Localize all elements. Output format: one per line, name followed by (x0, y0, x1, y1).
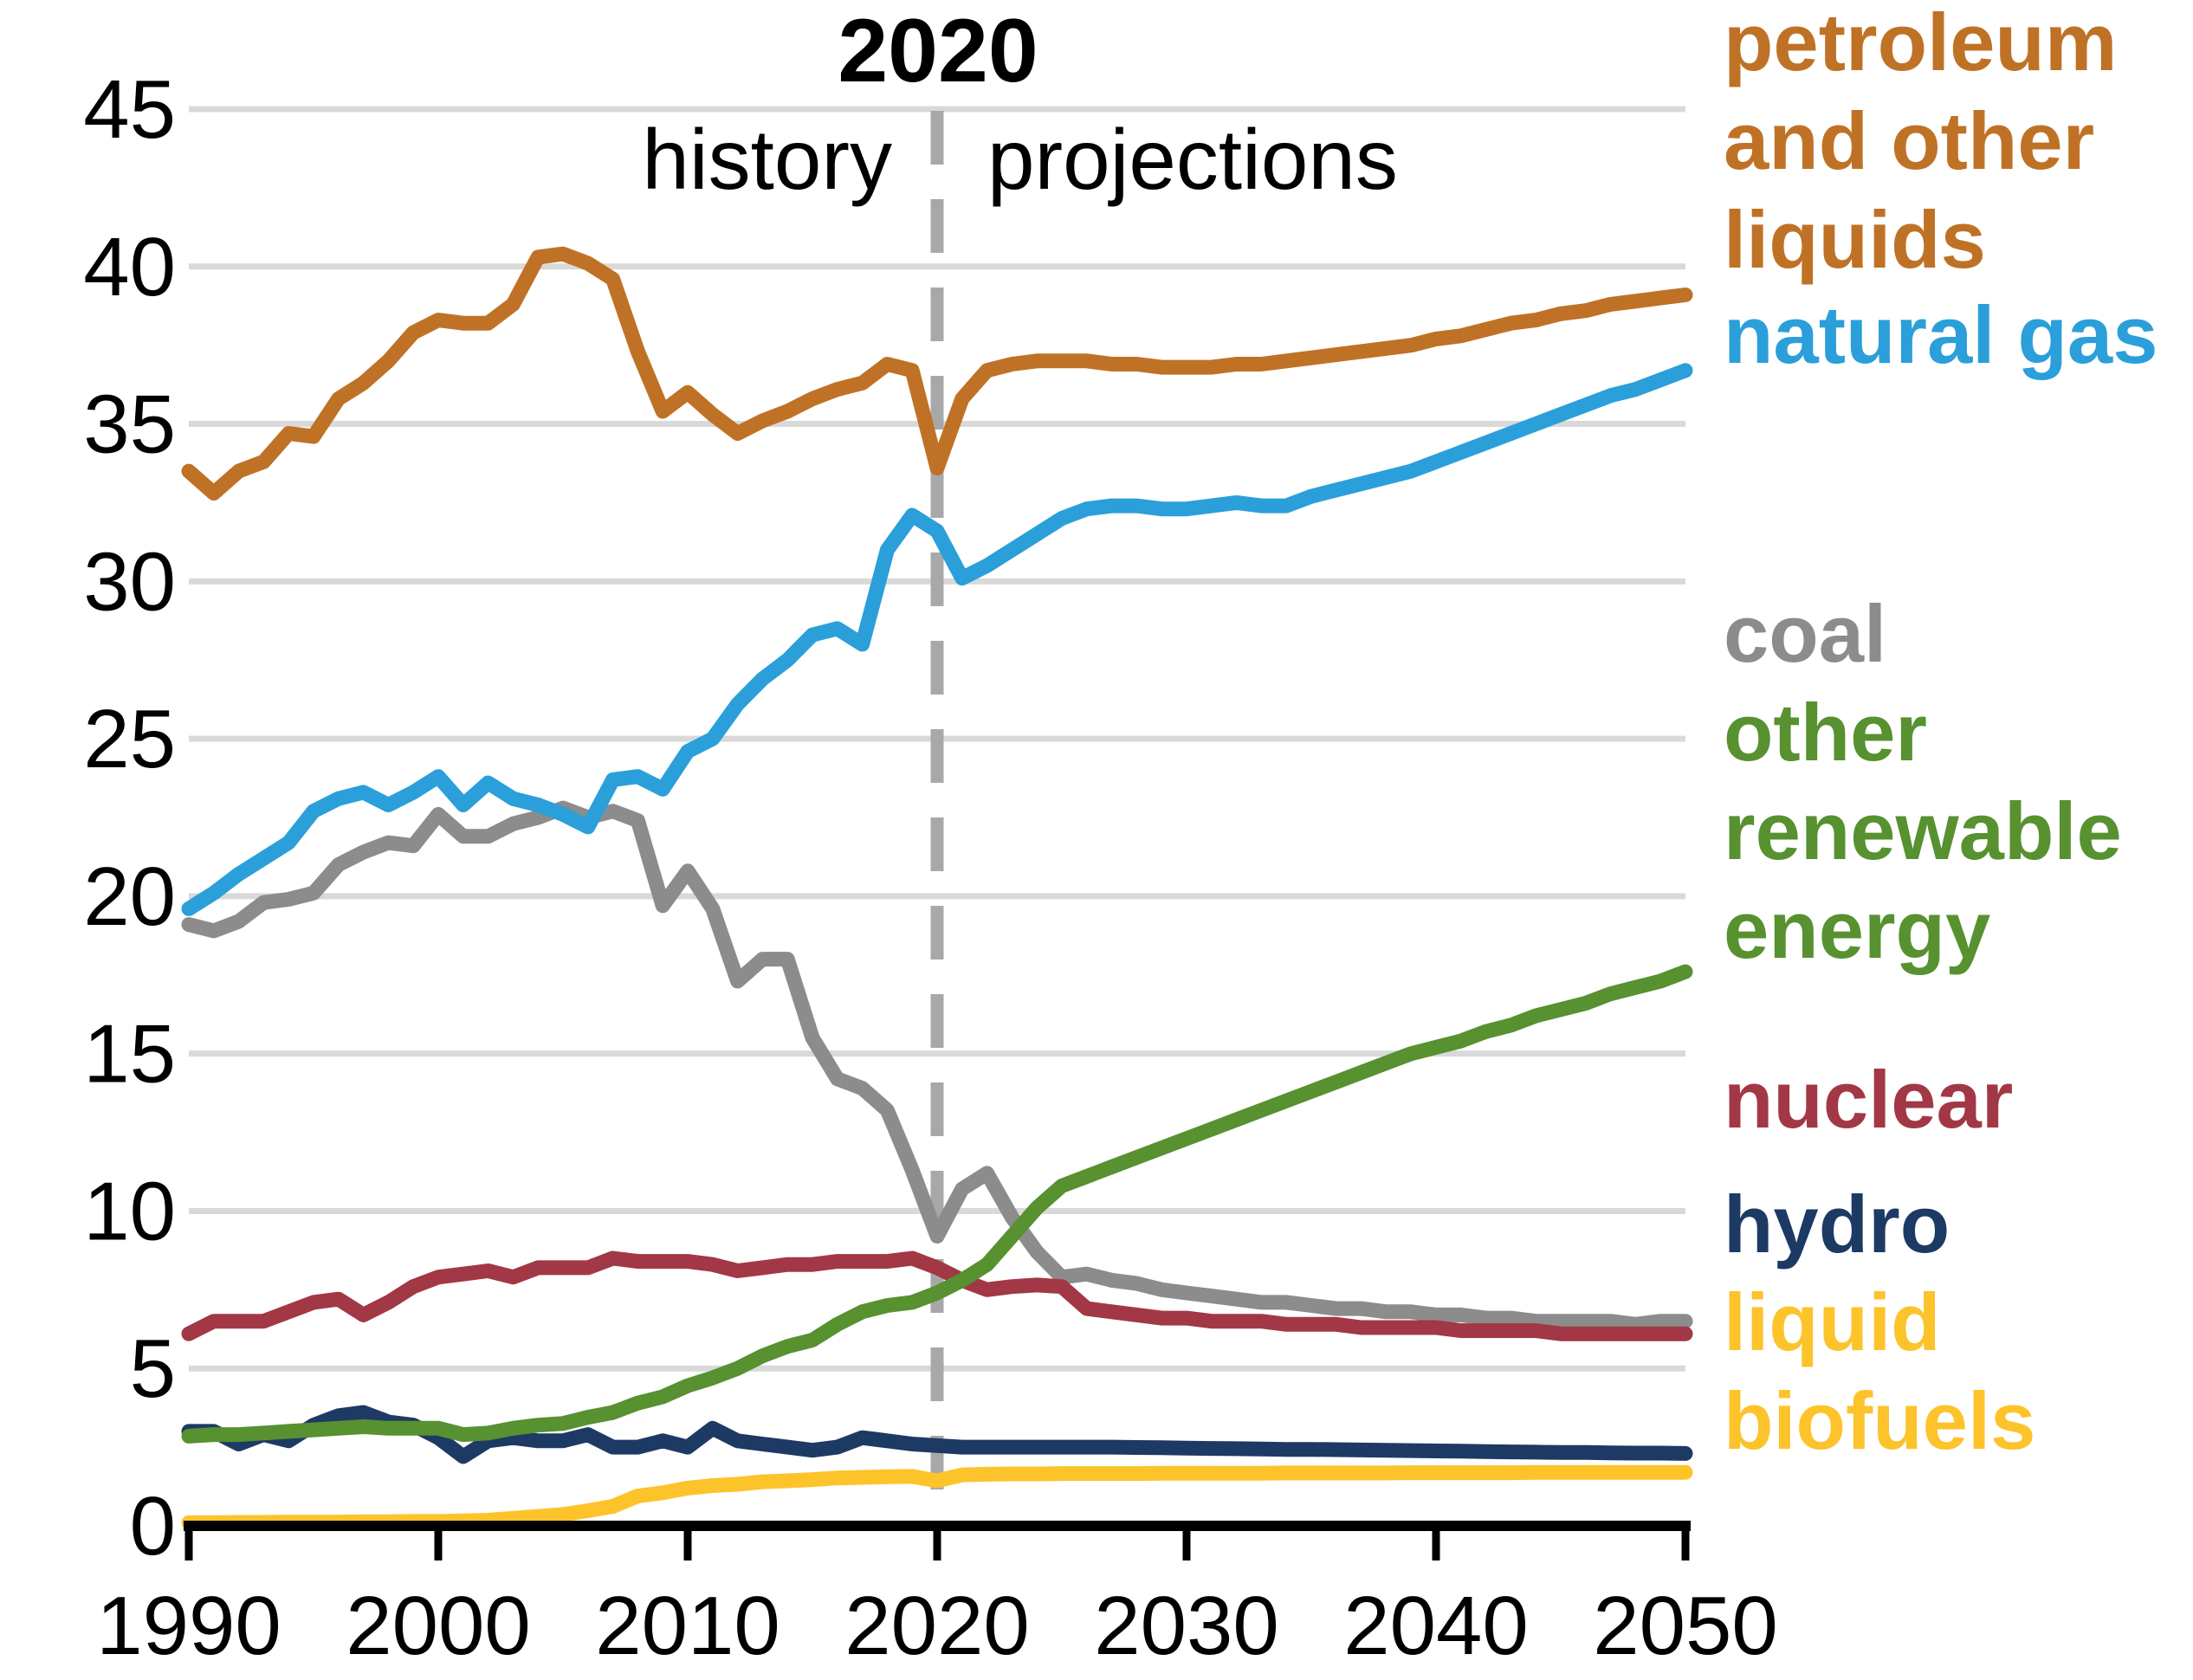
y-tick-label: 20 (83, 850, 176, 943)
y-tick-label: 0 (130, 1480, 176, 1573)
y-tick-label: 30 (83, 535, 176, 628)
y-tick-label: 10 (83, 1165, 176, 1257)
legend-item-petroleum: petroleum and other liquids (1724, 0, 2117, 289)
y-tick-label: 25 (83, 693, 176, 785)
x-tick-label: 2030 (1094, 1580, 1279, 1672)
legend-item-hydro: hydro (1724, 1175, 1950, 1274)
series-line-other-renewable-energy (181, 964, 1693, 1444)
y-tick-label: 40 (83, 221, 176, 313)
series-line-natural-gas (181, 363, 1693, 916)
y-tick-label: 35 (83, 378, 176, 471)
x-tick-label: 2000 (346, 1580, 531, 1672)
series-line-liquid-biofuels (181, 1464, 1693, 1530)
legend-label-line: and other (1724, 95, 2095, 186)
y-tick-label: 45 (83, 63, 176, 156)
history-label: history (642, 112, 892, 207)
series-line-hydro (181, 1405, 1693, 1464)
legend-label-line: renewable (1724, 785, 2122, 876)
x-tick-label: 2020 (844, 1580, 1030, 1672)
legend-item-natural-gas: natural gas (1724, 286, 2158, 384)
legend-label-line: other (1724, 687, 1927, 778)
x-tick-label: 1990 (96, 1580, 281, 1672)
legend-label-line: liquids (1724, 194, 1986, 285)
legend-label-line: coal (1724, 588, 1887, 679)
legend-item-liquid-biofuels: liquid biofuels (1724, 1273, 2035, 1470)
divider-year-label: 2020 (838, 1, 1038, 101)
x-tick-label: 2040 (1343, 1580, 1529, 1672)
y-tick-label: 5 (130, 1322, 176, 1415)
legend-label-line: petroleum (1724, 0, 2118, 87)
x-tick-label: 2050 (1593, 1580, 1778, 1672)
legend-item-other-renewable-energy: other renewable energy (1724, 683, 2122, 979)
legend-label-line: natural gas (1724, 289, 2158, 380)
series-line-coal (181, 800, 1693, 1332)
legend-label-line: liquid (1724, 1276, 1941, 1367)
legend-label-line: nuclear (1724, 1054, 2014, 1145)
x-tick-label: 2010 (595, 1580, 780, 1672)
projections-label: projections (987, 112, 1398, 207)
legend-item-coal: coal (1724, 585, 1886, 683)
y-tick-label: 15 (83, 1008, 176, 1101)
series-line-petroleum-and-other-liquids (181, 246, 1693, 501)
legend-item-nuclear: nuclear (1724, 1050, 2013, 1149)
legend-label-line: energy (1724, 884, 1991, 975)
series-line-nuclear (181, 1250, 1693, 1341)
legend-label-line: hydro (1724, 1179, 1950, 1270)
legend-label-line: biofuels (1724, 1375, 2036, 1466)
